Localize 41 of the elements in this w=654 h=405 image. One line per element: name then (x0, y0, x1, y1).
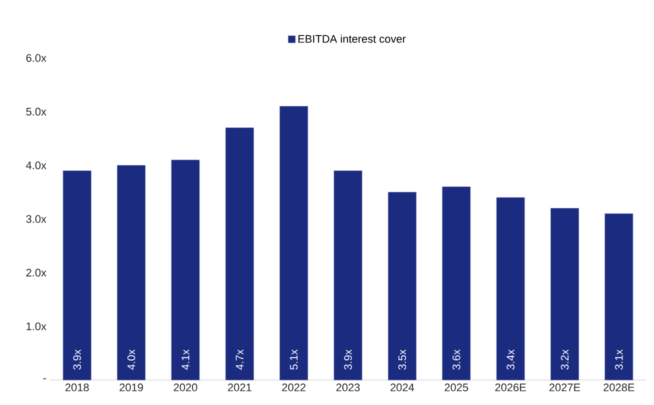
y-tick-label: 1.0x (26, 322, 46, 330)
bar (280, 106, 308, 380)
data-label: 3.6x (452, 349, 460, 370)
x-tick-label: 2019 (120, 384, 143, 392)
bar (496, 197, 525, 380)
x-tick-label: 2021 (228, 384, 252, 392)
bar (62, 170, 92, 380)
x-tick-label: 2025 (444, 384, 468, 392)
data-label: 3.5x (398, 349, 406, 370)
y-tick-label: - (43, 378, 46, 380)
x-tick-label: 2027E (549, 384, 580, 392)
data-label: 4.7x (236, 349, 244, 370)
data-label: 4.0x (127, 349, 136, 370)
x-tick-label: 2022 (282, 384, 306, 392)
x-tick-label: 2020 (174, 384, 198, 392)
bar (388, 192, 416, 380)
x-tick-label: 2028E (604, 384, 634, 392)
y-tick-label: 3.0x (26, 215, 46, 223)
bar (225, 128, 254, 380)
y-tick-label: 2.0x (26, 268, 46, 277)
bar (550, 208, 579, 380)
y-tick-label: 6.0x (26, 54, 46, 62)
bar (604, 213, 634, 380)
x-tick-label: 2026E (495, 384, 526, 392)
data-label: 3.4x (506, 349, 514, 370)
y-tick-label: 5.0x (26, 108, 46, 116)
x-tick-label: 2024 (390, 384, 414, 392)
data-label: 5.1x (290, 349, 298, 370)
bar (117, 165, 146, 380)
data-label: 4.1x (182, 349, 190, 370)
bar (171, 160, 200, 380)
x-tick-label: 2023 (336, 384, 360, 392)
data-label: 3.2x (560, 349, 569, 370)
x-tick-label: 2018 (65, 384, 89, 392)
y-tick-label: 4.0x (26, 161, 46, 170)
data-label: 3.9x (73, 349, 81, 370)
data-label: 3.1x (615, 349, 623, 370)
bar (442, 186, 471, 380)
bar (334, 170, 362, 380)
legend-label: EBITDA interest cover (298, 34, 406, 43)
data-label: 3.9x (344, 349, 352, 370)
